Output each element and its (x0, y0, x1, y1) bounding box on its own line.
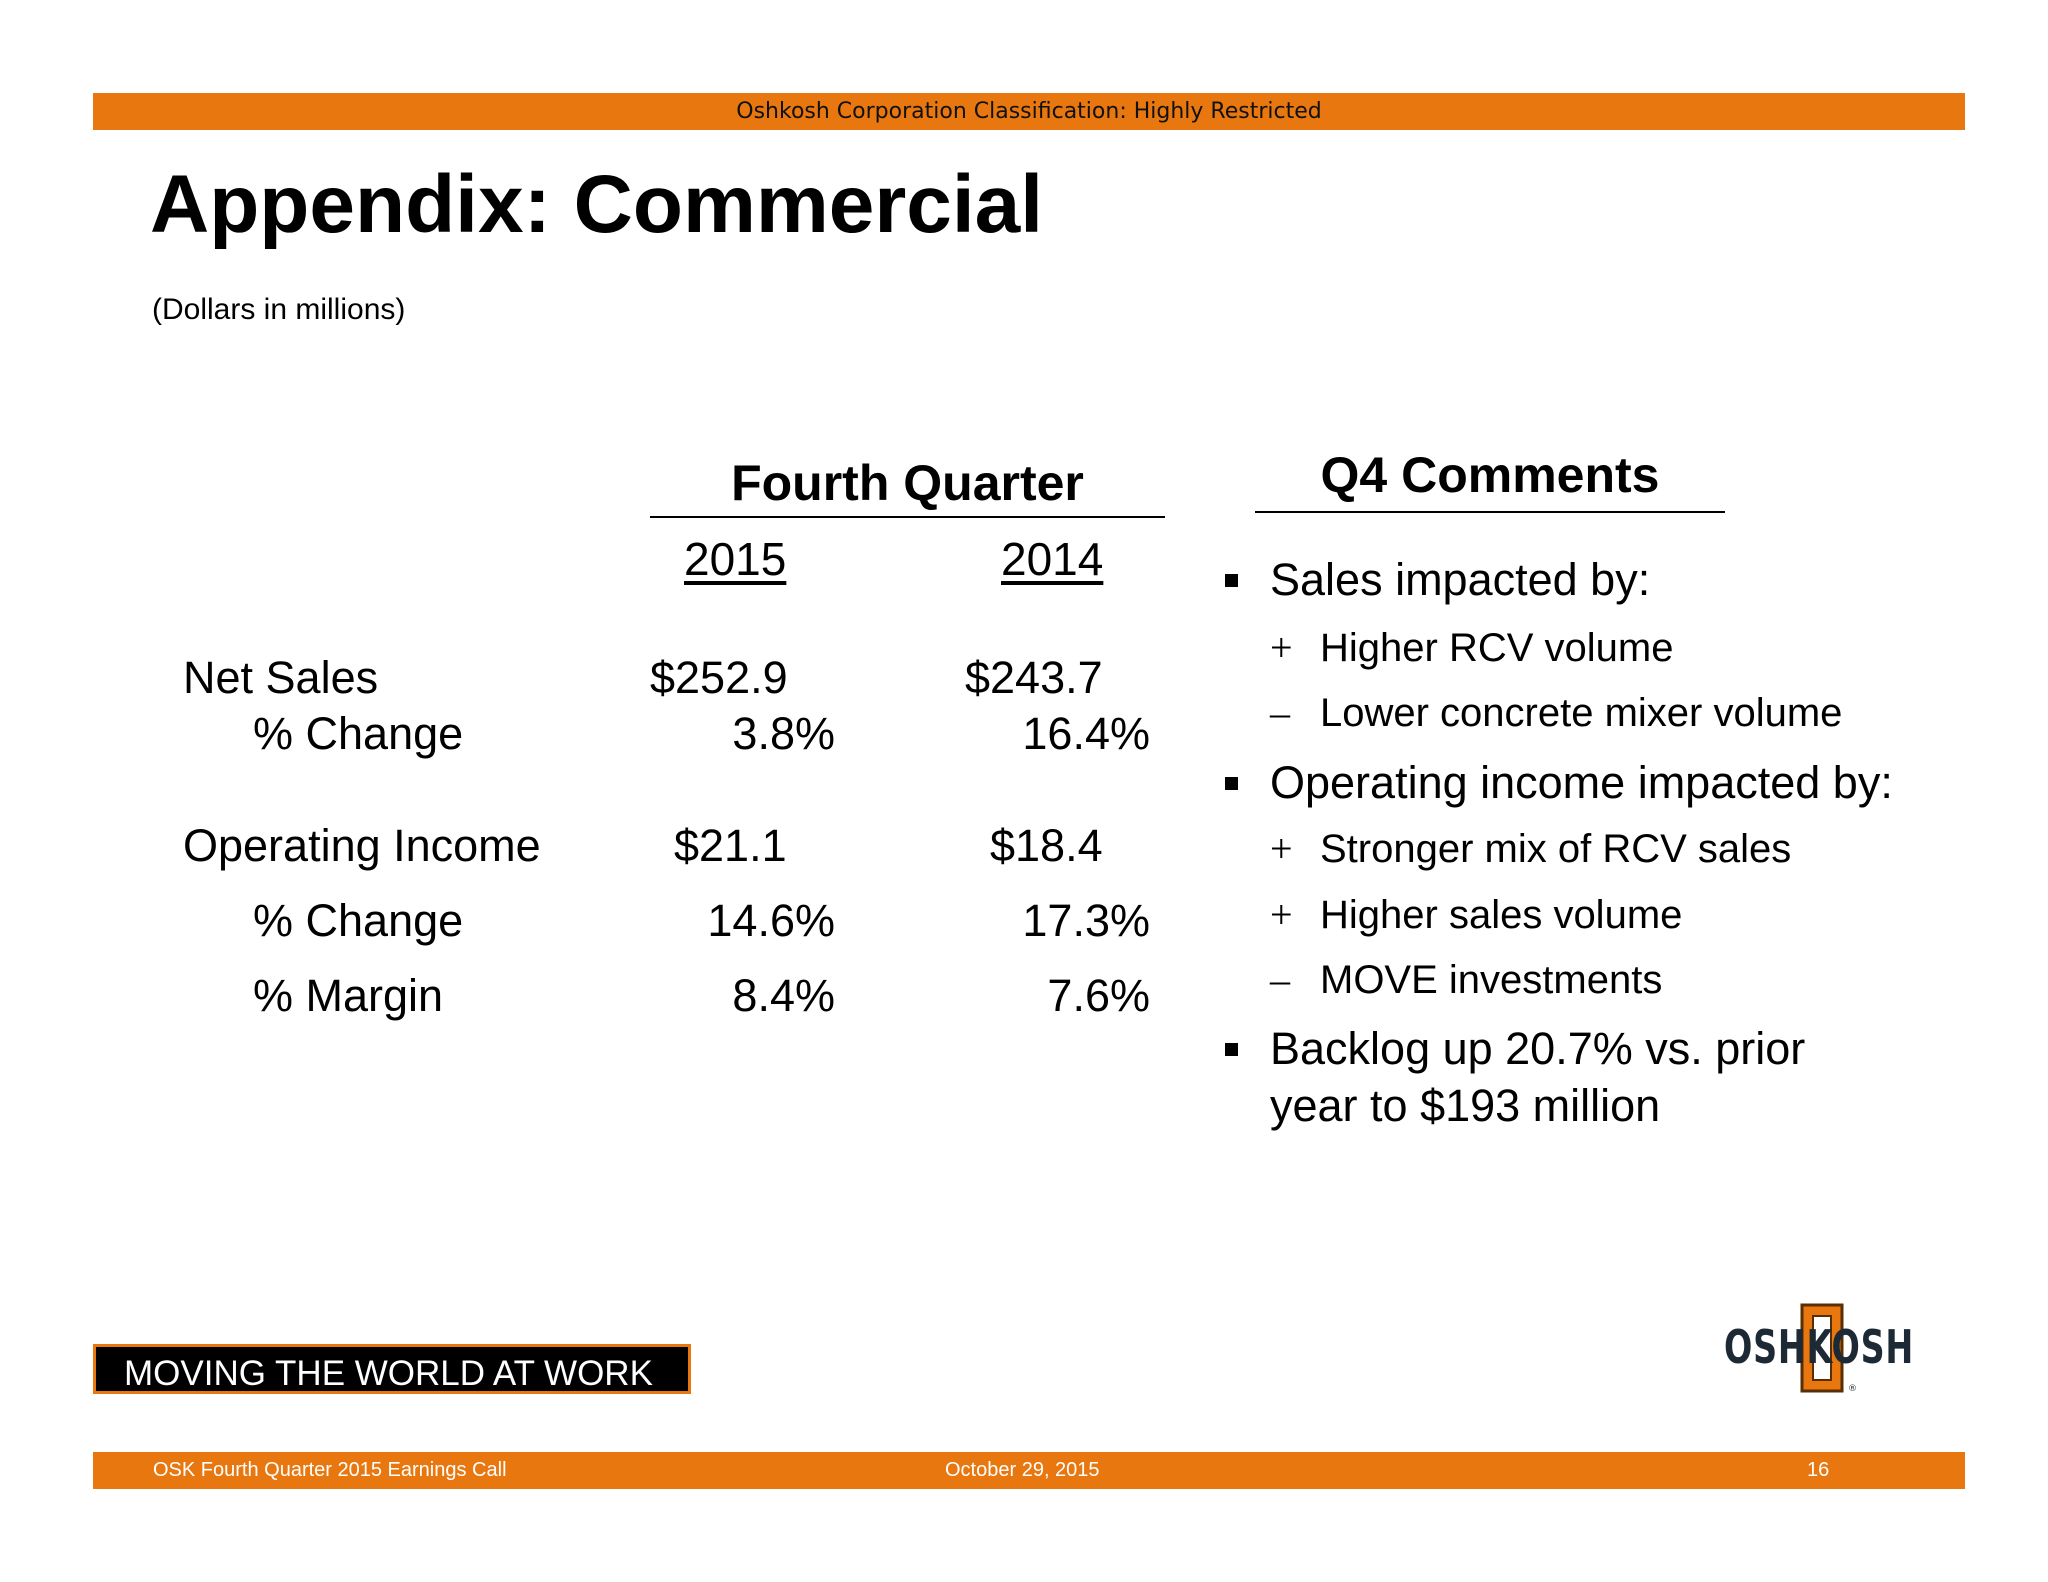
q4-comments-divider (1255, 511, 1725, 513)
footer-bar: OSK Fourth Quarter 2015 Earnings Call Oc… (93, 1452, 1965, 1489)
bullet-backlog-continued: year to $193 million (1270, 1080, 1660, 1132)
plus-icon: + (1270, 625, 1293, 670)
sub-bullet-text: Lower concrete mixer volume (1320, 691, 1843, 735)
operating-income-2015: $21.1 (674, 820, 787, 871)
svg-text:®: ® (1848, 1384, 1857, 1394)
sub-bullet-text: Stronger mix of RCV sales (1320, 827, 1792, 871)
net-sales-change-2015: 3.8% (732, 708, 835, 759)
row-label-margin: % Margin (253, 970, 444, 1021)
page-subtitle: (Dollars in millions) (152, 293, 406, 326)
tagline-box: MOVING THE WORLD AT WORK (93, 1344, 691, 1394)
bullet-text-line1: Backlog up 20.7% vs. prior (1270, 1023, 1806, 1074)
margin-2014: 7.6% (1047, 970, 1150, 1021)
page-number: 16 (1807, 1459, 1830, 1481)
margin-2015: 8.4% (732, 970, 835, 1021)
plus-icon: + (1270, 826, 1293, 871)
bullet-sales: Sales impacted by: (1225, 554, 1651, 606)
page-title: Appendix: Commercial (150, 159, 1044, 250)
sub-bullet-text: MOVE investments (1320, 958, 1663, 1002)
sub-bullet-text: Higher RCV volume (1320, 626, 1674, 670)
net-sales-2015: $252.9 (650, 652, 788, 703)
footer-date: October 29, 2015 (945, 1459, 1100, 1481)
row-label-net-sales: Net Sales (183, 652, 379, 703)
sub-bullet: – MOVE investments (1270, 957, 1663, 1003)
net-sales-change-2014: 16.4% (1022, 708, 1150, 759)
sub-bullet: + Higher RCV volume (1270, 625, 1674, 671)
minus-icon: – (1270, 957, 1290, 1002)
square-bullet-icon (1225, 574, 1238, 587)
plus-icon: + (1270, 892, 1293, 937)
operating-income-2014: $18.4 (990, 820, 1103, 871)
row-label-operating-income: Operating Income (183, 820, 541, 871)
net-sales-2014: $243.7 (965, 652, 1103, 703)
bullet-text-line2: year to $193 million (1270, 1080, 1661, 1131)
logo-wordmark: OSHKOSH (1724, 1320, 1914, 1374)
row-label-net-sales-change: % Change (253, 708, 464, 759)
year-header-2015: 2015 (684, 533, 787, 585)
footer-event: OSK Fourth Quarter 2015 Earnings Call (153, 1459, 507, 1481)
bullet-text: Operating income impacted by: (1270, 757, 1893, 808)
sub-bullet: + Stronger mix of RCV sales (1270, 826, 1792, 872)
bullet-operating-income: Operating income impacted by: (1225, 757, 1893, 809)
oshkosh-logo-icon: OSHKOSH ® (1724, 1303, 1914, 1394)
square-bullet-icon (1225, 777, 1238, 790)
classification-text: Oshkosh Corporation Classification: High… (736, 99, 1322, 124)
bullet-text: Sales impacted by: (1270, 554, 1651, 605)
tagline-text: MOVING THE WORLD AT WORK (124, 1354, 653, 1393)
row-label-operating-income-change: % Change (253, 895, 464, 946)
sub-bullet-text: Higher sales volume (1320, 893, 1683, 937)
operating-income-change-2014: 17.3% (1022, 895, 1150, 946)
operating-income-change-2015: 14.6% (707, 895, 835, 946)
square-bullet-icon (1225, 1043, 1238, 1056)
sub-bullet: + Higher sales volume (1270, 892, 1683, 938)
classification-banner: Oshkosh Corporation Classification: High… (93, 93, 1965, 130)
fourth-quarter-divider (650, 516, 1165, 518)
q4-comments-heading: Q4 Comments (1320, 447, 1660, 503)
minus-icon: – (1270, 690, 1290, 735)
oshkosh-logo: OSHKOSH ® (1720, 1303, 1918, 1395)
year-header-2014: 2014 (1001, 533, 1104, 585)
bullet-backlog: Backlog up 20.7% vs. prior (1225, 1023, 1806, 1075)
sub-bullet: – Lower concrete mixer volume (1270, 690, 1843, 736)
fourth-quarter-heading: Fourth Quarter (731, 455, 1084, 511)
